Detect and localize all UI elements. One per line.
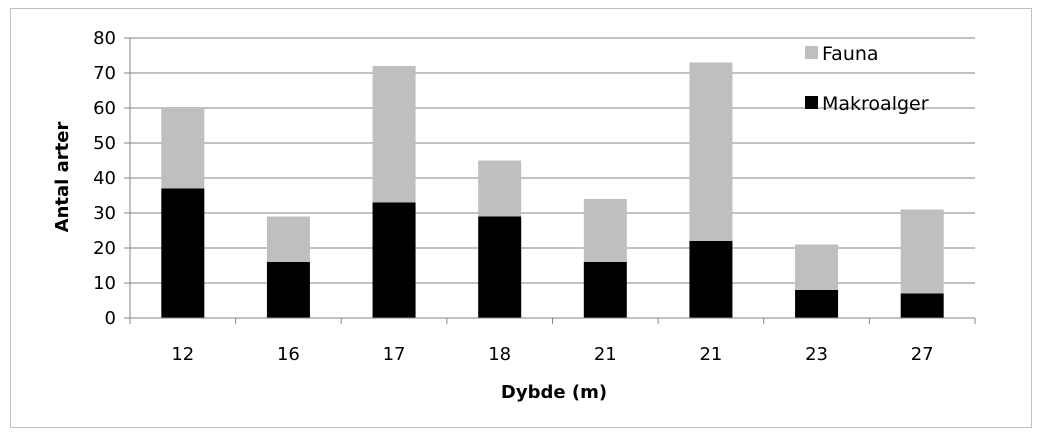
x-tick-label: 16 [277,344,300,365]
bar-fauna [478,160,522,217]
legend-swatch-fauna [805,46,818,59]
y-tick-label: 50 [93,133,116,154]
x-tick-label: 27 [911,344,934,365]
legend-swatch-makroalger [805,96,818,109]
x-tick-label: 18 [488,344,511,365]
axes [124,37,976,324]
x-axis-title: Dybde (m) [501,382,607,403]
bar-makroalger [372,202,416,318]
y-tick-label: 60 [93,98,116,119]
y-tick-label: 10 [93,273,116,294]
y-tick-label: 30 [93,203,116,224]
bar-fauna [689,62,733,241]
bar-makroalger [161,188,205,318]
gridlines [130,37,975,284]
bar-fauna [161,108,205,189]
bar-fauna [583,199,627,262]
x-tick-label: 21 [594,344,617,365]
x-tick-label: 23 [805,344,828,365]
bar-makroalger [900,293,944,318]
bar-makroalger [689,241,733,318]
bars [161,62,944,318]
y-axis-title: Antal arter [52,122,73,233]
bar-fauna [795,244,839,290]
bar-makroalger [266,262,310,318]
bar-makroalger [795,290,839,318]
x-tick-label: 12 [171,344,194,365]
bar-fauna [266,216,310,262]
legend: Fauna Makroalger [805,43,929,115]
bar-makroalger [583,262,627,318]
bar-fauna [900,209,944,294]
legend-label-fauna: Fauna [822,43,879,65]
y-tick-label: 80 [93,28,116,49]
y-tick-label: 20 [93,238,116,259]
legend-label-makroalger: Makroalger [822,93,929,115]
y-tick-label: 70 [93,63,116,84]
x-tick-label: 17 [383,344,406,365]
bar-makroalger [478,216,522,318]
bar-fauna [372,66,416,203]
tick-labels: 0 10 20 30 40 50 60 70 80 12 16 17 18 21 21 23 27 [93,28,934,365]
y-tick-label: 0 [105,308,116,329]
x-tick-label: 21 [699,344,722,365]
y-tick-label: 40 [93,168,116,189]
